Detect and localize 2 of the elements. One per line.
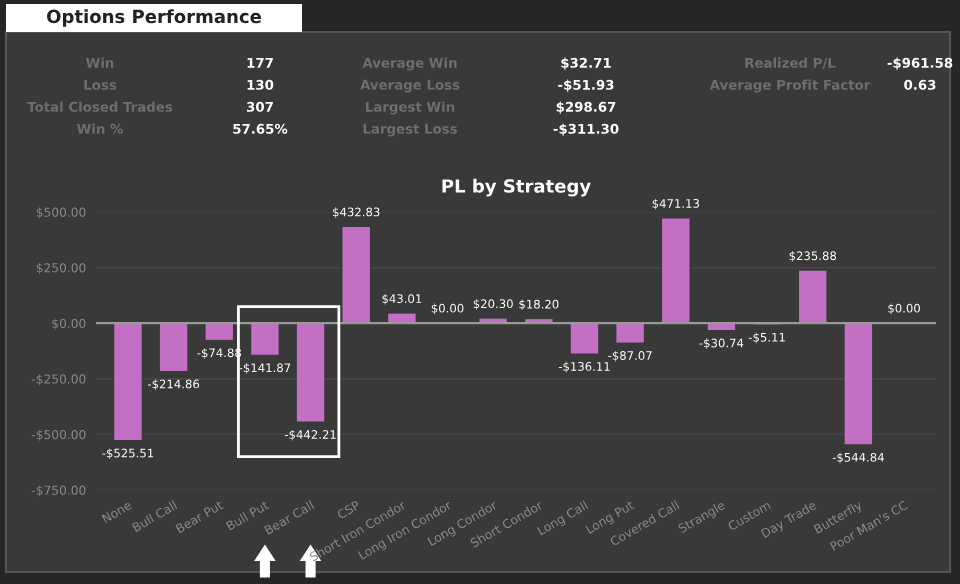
chart-title: PL by Strategy [442, 178, 591, 197]
text: Options Performance [47, 9, 261, 27]
